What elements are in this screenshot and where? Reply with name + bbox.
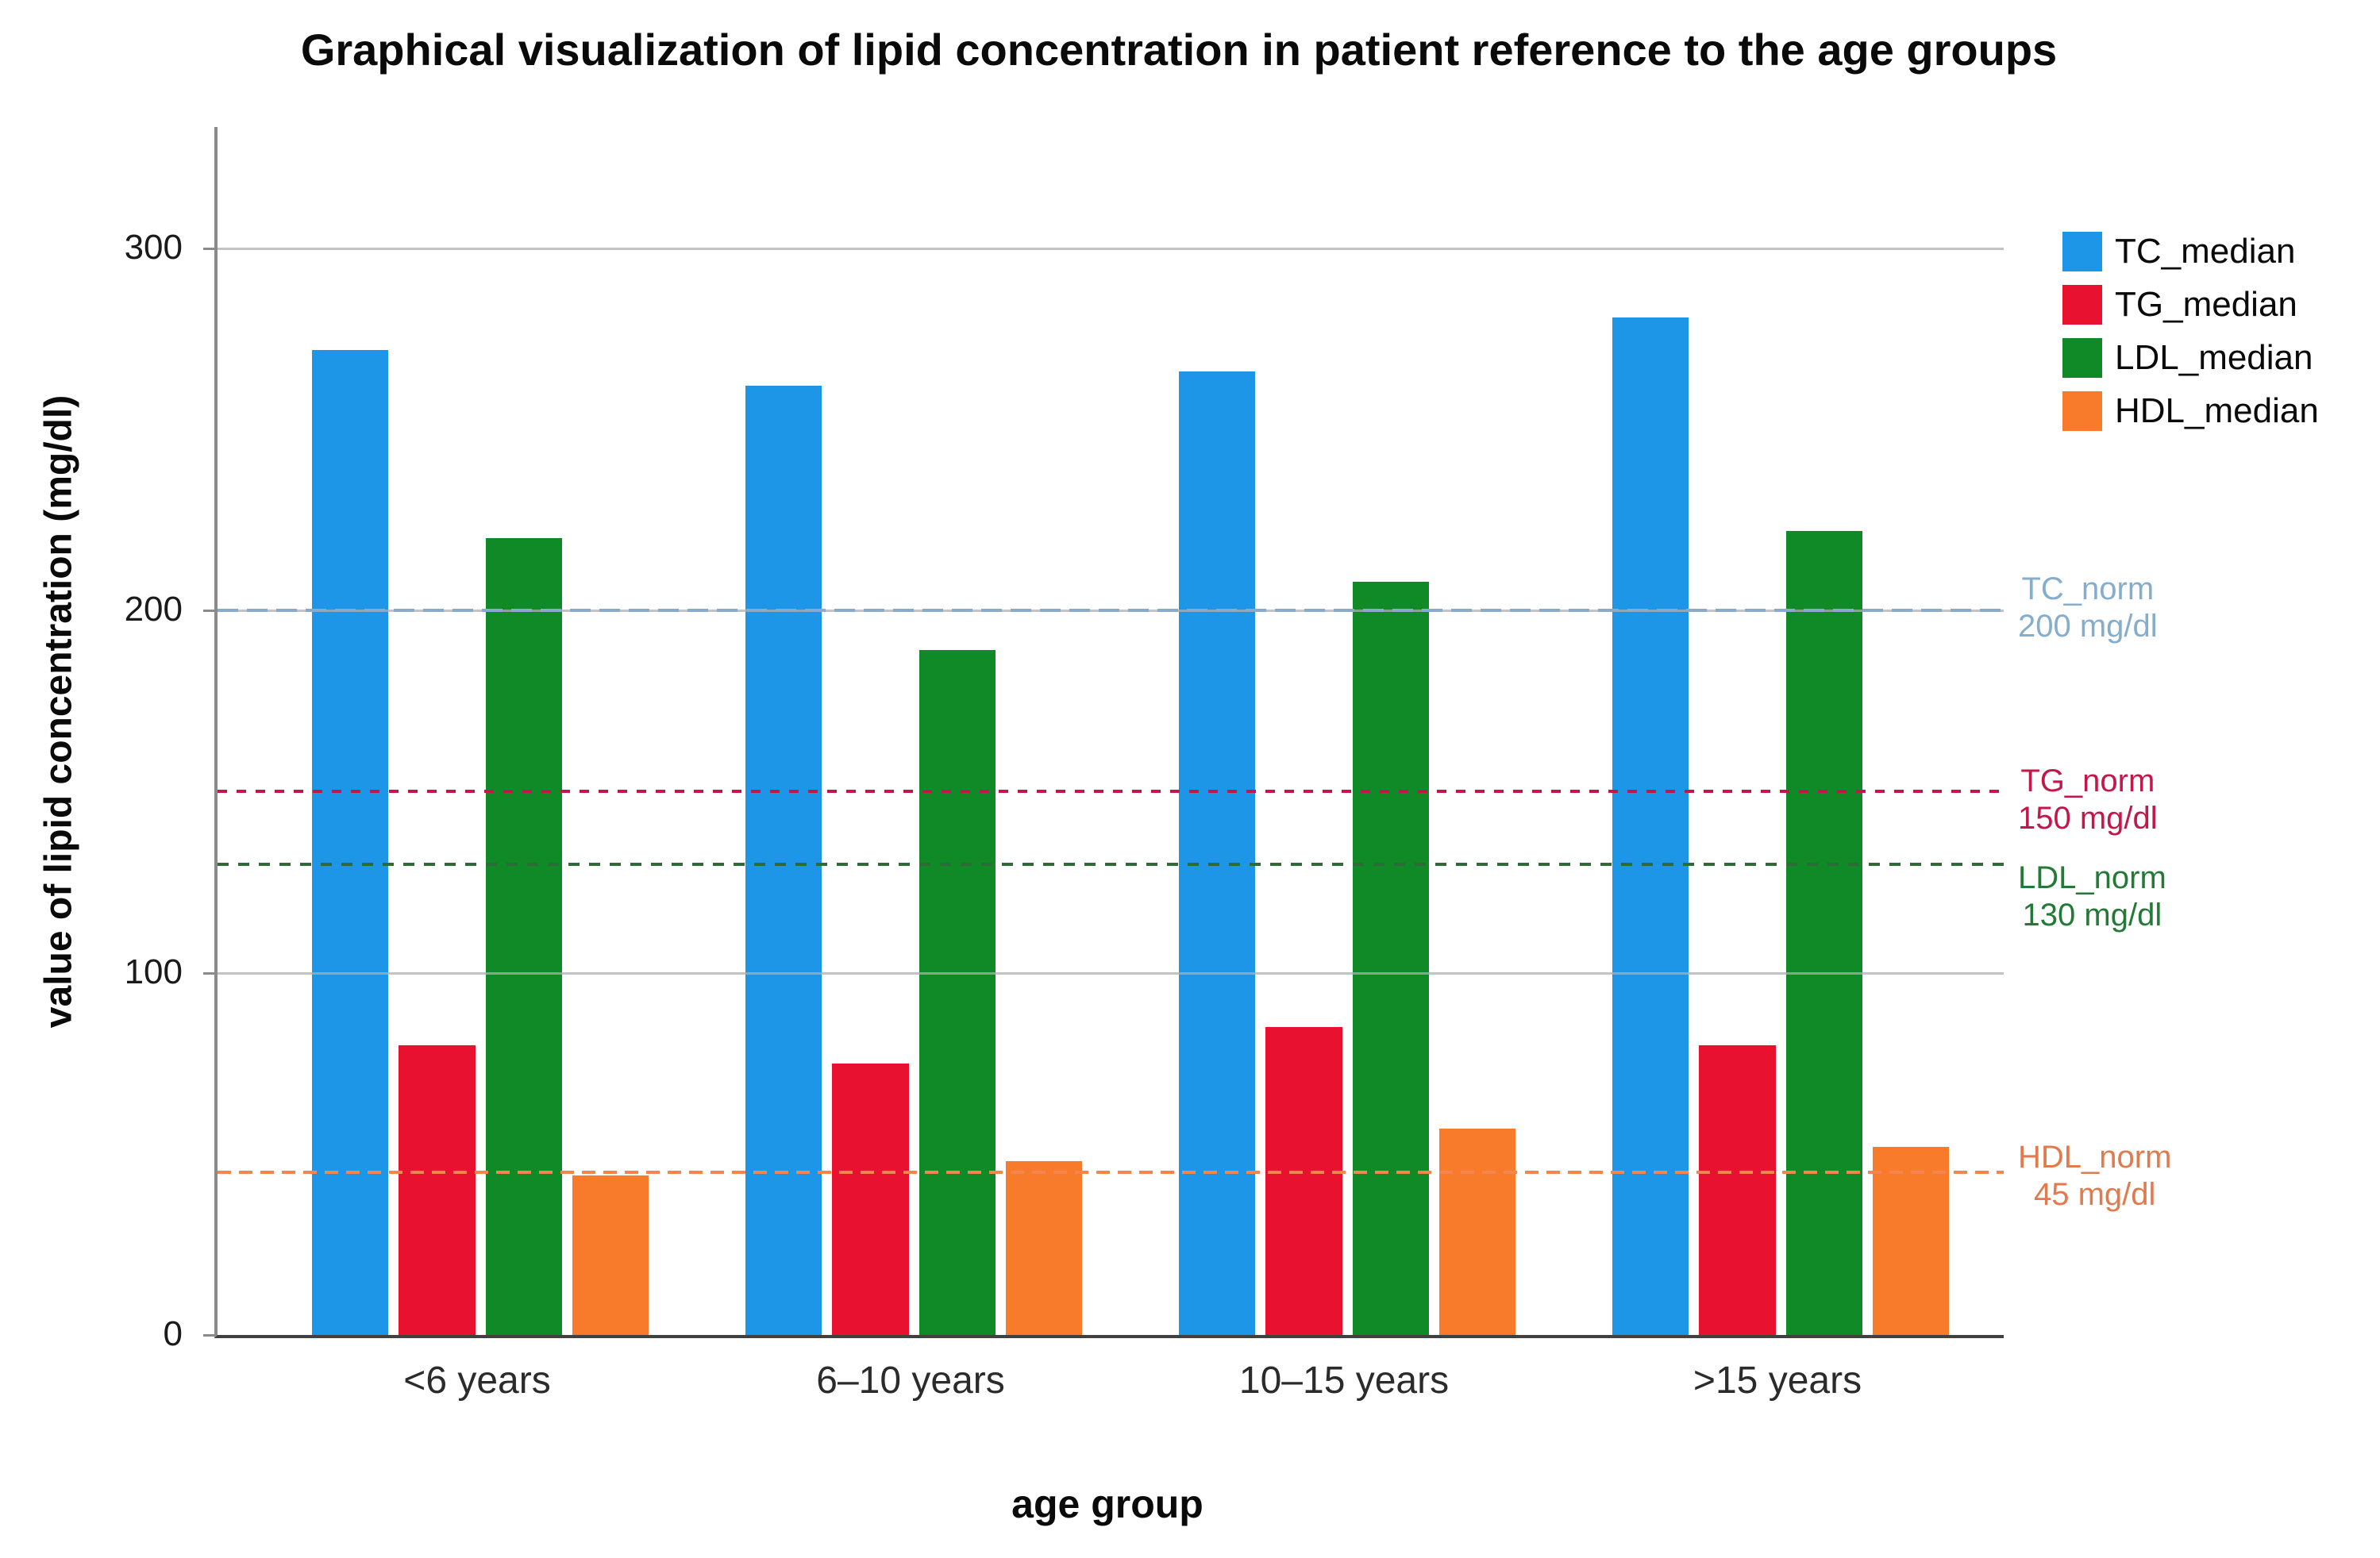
y-tick-mark-0	[203, 1334, 214, 1337]
reference-line-TG_norm	[218, 790, 2004, 794]
reference-line-label-name-HDL_norm: HDL_norm	[2018, 1139, 2172, 1175]
legend-swatch-LDL_median	[2062, 338, 2102, 378]
category-label-6–10 years: 6–10 years	[816, 1360, 1005, 1402]
legend-item-TC_median: TC_median	[2062, 232, 2319, 271]
bar-TC_median-10–15 years	[1179, 371, 1256, 1335]
bar-HDL_median-<6 years	[572, 1175, 649, 1335]
legend-swatch-TC_median	[2062, 232, 2102, 271]
legend-item-TG_median: TG_median	[2062, 285, 2319, 325]
bar-group->15 years	[1612, 127, 1949, 1335]
bar-group-<6 years	[312, 127, 649, 1335]
reference-line-label-name-LDL_norm: LDL_norm	[2018, 860, 2166, 895]
y-tick-label-100: 100	[124, 952, 183, 991]
reference-line-HDL_norm	[218, 1170, 2004, 1174]
bar-TG_median-10–15 years	[1265, 1027, 1342, 1335]
legend-label-TG_median: TG_median	[2115, 285, 2297, 324]
reference-line-label-TC_norm: TC_norm 200 mg/dl	[2018, 571, 2158, 645]
reference-line-LDL_norm	[218, 862, 2004, 866]
legend-label-LDL_median: LDL_median	[2115, 338, 2313, 377]
bar-TG_median->15 years	[1699, 1044, 1776, 1335]
bar-HDL_median->15 years	[1872, 1146, 1949, 1335]
x-axis-title: age group	[1011, 1482, 1203, 1526]
bar-LDL_median-6–10 years	[918, 650, 996, 1335]
reference-line-TC_norm	[218, 609, 2004, 613]
bar-group-6–10 years	[745, 127, 1082, 1335]
legend-swatch-HDL_median	[2062, 391, 2102, 431]
legend-item-LDL_median: LDL_median	[2062, 338, 2319, 378]
category-label->15 years: >15 years	[1693, 1360, 1862, 1402]
legend: TC_median TG_median LDL_median HDL_median	[2062, 232, 2319, 444]
bar-TC_median-6–10 years	[745, 386, 822, 1335]
reference-line-label-value-TC_norm: 200 mg/dl	[2018, 609, 2158, 644]
y-tick-mark-300	[203, 247, 214, 250]
bar-TC_median-<6 years	[312, 349, 389, 1335]
bar-HDL_median-10–15 years	[1438, 1128, 1515, 1335]
bar-TG_median-<6 years	[399, 1044, 476, 1335]
y-tick-label-200: 200	[124, 590, 183, 629]
legend-swatch-TG_median	[2062, 285, 2102, 325]
bar-TG_median-6–10 years	[832, 1063, 909, 1335]
reference-line-label-LDL_norm: LDL_norm 130 mg/dl	[2018, 860, 2166, 934]
plot-area	[203, 127, 2004, 1338]
gridline-300	[218, 247, 2004, 250]
bar-group-10–15 years	[1179, 127, 1515, 1335]
bar-LDL_median->15 years	[1785, 530, 1862, 1335]
chart-title: Graphical visualization of lipid concent…	[300, 25, 2058, 75]
legend-item-HDL_median: HDL_median	[2062, 391, 2319, 431]
reference-line-label-name-TG_norm: TG_norm	[2020, 764, 2155, 799]
category-label-<6 years: <6 years	[403, 1360, 551, 1402]
gridline-100	[218, 971, 2004, 975]
bar-LDL_median-10–15 years	[1352, 581, 1429, 1335]
bar-LDL_median-<6 years	[485, 537, 562, 1335]
y-tick-mark-100	[203, 971, 214, 975]
y-axis-title: value of lipid concentration (mg/dl)	[37, 394, 80, 1029]
legend-label-HDL_median: HDL_median	[2115, 391, 2319, 430]
y-tick-label-300: 300	[124, 227, 183, 267]
bar-TC_median->15 years	[1612, 317, 1689, 1335]
y-tick-mark-200	[203, 610, 214, 613]
y-tick-label-0: 0	[163, 1314, 183, 1353]
category-label-10–15 years: 10–15 years	[1238, 1360, 1450, 1402]
reference-line-label-HDL_norm: HDL_norm 45 mg/dl	[2018, 1139, 2171, 1214]
reference-line-label-TG_norm: TG_norm 150 mg/dl	[2018, 763, 2158, 837]
reference-line-label-value-HDL_norm: 45 mg/dl	[2033, 1176, 2156, 1212]
bar-HDL_median-6–10 years	[1005, 1160, 1082, 1335]
legend-label-TC_median: TC_median	[2115, 232, 2296, 271]
reference-line-label-name-TC_norm: TC_norm	[2021, 571, 2155, 607]
reference-line-label-value-TG_norm: 150 mg/dl	[2018, 801, 2158, 837]
reference-line-label-value-LDL_norm: 130 mg/dl	[2022, 897, 2162, 933]
